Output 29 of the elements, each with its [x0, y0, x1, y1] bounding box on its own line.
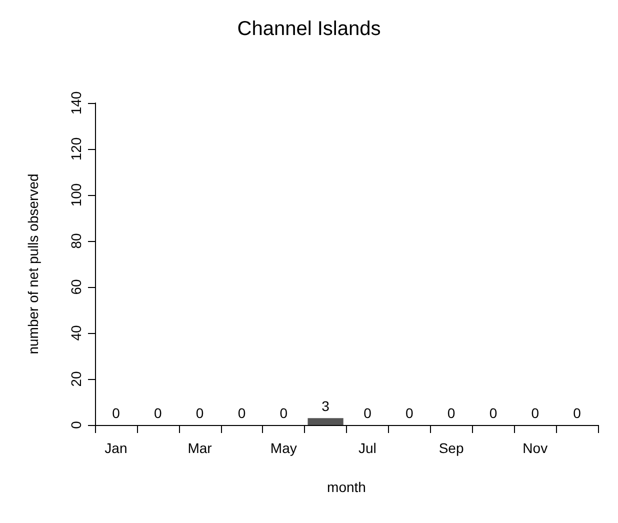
x-tick-label: Sep — [438, 440, 464, 456]
y-tick-label: 40 — [68, 325, 84, 341]
data-label: 0 — [447, 405, 456, 421]
y-tick-label: 0 — [68, 420, 84, 429]
y-tick-label: 60 — [68, 279, 84, 295]
y-tick-label: 100 — [68, 183, 84, 207]
data-label: 0 — [154, 405, 162, 421]
y-tick-label: 20 — [68, 371, 84, 387]
data-label: 0 — [364, 405, 372, 421]
y-tick-label: 140 — [68, 91, 84, 115]
data-label: 3 — [322, 398, 330, 414]
data-label: 0 — [196, 405, 204, 421]
x-tick-label: Mar — [188, 440, 212, 456]
x-tick-label: Nov — [522, 440, 548, 456]
data-label: 0 — [531, 405, 540, 421]
x-tick-label: Jan — [104, 440, 128, 456]
data-label: 0 — [280, 405, 288, 421]
y-tick-label: 80 — [68, 233, 84, 249]
data-label: 0 — [573, 405, 582, 421]
x-axis-title: month — [327, 479, 366, 495]
data-label: 0 — [489, 405, 498, 421]
data-label: 0 — [112, 405, 120, 421]
chart-title: Channel Islands — [237, 18, 381, 40]
data-label: 0 — [405, 405, 414, 421]
x-tick-label: Jul — [358, 440, 376, 456]
x-tick-label: May — [270, 440, 297, 456]
y-tick-label: 120 — [68, 137, 84, 161]
y-axis-title: number of net pulls observed — [25, 174, 41, 354]
data-label: 0 — [238, 405, 246, 421]
